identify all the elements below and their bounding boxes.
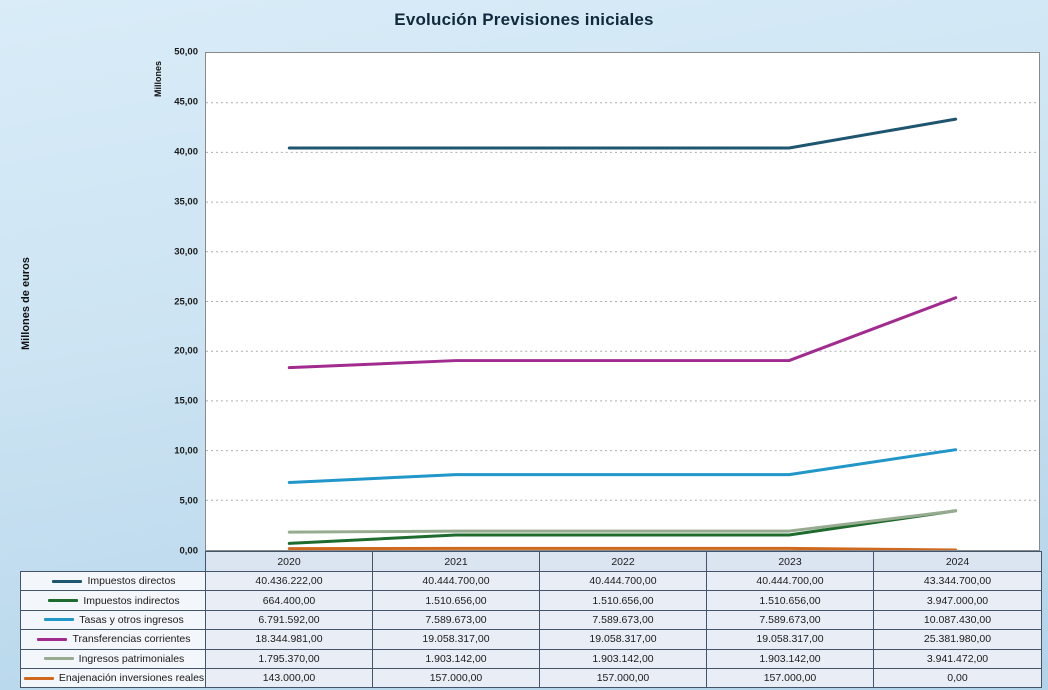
table-row: Transferencias corrientes 18.344.981,00 19… [21, 630, 1041, 650]
table-cell-value: 7.589.673,00 [540, 610, 707, 631]
table-year-header-row: 2020 2021 2022 2023 2024 [205, 551, 1042, 571]
legend-swatch [23, 676, 54, 680]
year-header-cell: 2020 [206, 552, 373, 571]
table-cell-value: 25.381.980,00 [874, 630, 1041, 650]
year-header-cell: 2023 [707, 552, 874, 571]
series-line-transferencias-corrientes [287, 296, 958, 370]
series-line-enajenacion-inversiones-reales [287, 546, 958, 550]
table-cell-value: 3.941.472,00 [874, 649, 1041, 669]
legend-swatch [37, 637, 68, 641]
legend-cell: Tasas y otros ingresos [21, 610, 206, 631]
legend-label: Ingresos patrimoniales [78, 652, 185, 665]
table-cell-value: 7.589.673,00 [373, 610, 540, 631]
y-axis-title: Millones de euros [20, 257, 32, 351]
table-row: Ingresos patrimoniales 1.795.370,00 1.903.… [21, 649, 1041, 669]
table-cell-value: 43.344.700,00 [874, 572, 1041, 592]
chart-title: Evolución Previsiones iniciales [394, 10, 654, 29]
table-cell-value: 40.444.700,00 [540, 572, 707, 592]
table-cell-value: 40.436.222,00 [206, 572, 373, 592]
legend-label: Enajenación inversiones reales [58, 672, 205, 685]
legend-label: Impuestos directos [87, 575, 176, 588]
y-tick-label: 15,00 [174, 395, 198, 407]
table-cell-value: 18.344.981,00 [206, 630, 373, 650]
table-row: Impuestos directos 40.436.222,00 40.444.70… [21, 572, 1041, 592]
table-cell-value: 19.058.317,00 [707, 630, 874, 650]
legend-swatch [43, 657, 74, 661]
y-tick-label: 0,00 [179, 545, 199, 557]
table-row: Impuestos indirectos 664.400,00 1.510.656,… [21, 591, 1041, 611]
series-line-impuestos-indirectos [287, 509, 958, 545]
year-header-cell: 2021 [373, 552, 540, 571]
chart-svg [206, 102, 1039, 550]
table-cell-value: 157.000,00 [540, 668, 707, 689]
table-cell-value: 19.058.317,00 [373, 630, 540, 650]
table-cell-value: 40.444.700,00 [373, 572, 540, 592]
y-tick-label: 40,00 [174, 146, 198, 158]
series-line-tasas-y-otros-ingresos [287, 448, 958, 484]
table-cell-value: 664.400,00 [206, 591, 373, 611]
y-tick-label: 50,00 [174, 46, 198, 58]
y-tick-label: 20,00 [174, 345, 198, 357]
year-header-cell: 2024 [945, 555, 970, 568]
y-tick-label: 35,00 [174, 196, 198, 208]
y-tick-label: 5,00 [179, 495, 199, 507]
plot-area [205, 52, 1040, 551]
series-line-impuestos-directos [287, 117, 958, 150]
table-cell-value: 0,00 [874, 668, 1041, 689]
legend-swatch [44, 618, 75, 622]
y-tick-label: 25,00 [174, 296, 198, 307]
legend-swatch [48, 599, 79, 603]
y-tick-label: 45,00 [174, 96, 198, 108]
legend-label: Impuestos indirectos [83, 594, 180, 607]
table-cell-value: 1.510.656,00 [540, 591, 707, 611]
table-cell-value: 143.000,00 [206, 668, 373, 689]
table-row: Tasas y otros ingresos 6.791.592,00 7.589.… [21, 610, 1041, 631]
y-axis-ticks: 0,00 5,00 10,00 15,00 20,00 25,00 30,00 35,00 40… [148, 47, 202, 557]
table-cell-value: 1.510.656,00 [373, 591, 540, 611]
legend-cell: Impuestos indirectos [21, 591, 206, 611]
table-cell-value: 10.087.430,00 [874, 610, 1041, 631]
table-cell-value: 40.444.700,00 [707, 572, 874, 592]
legend-label: Tasas y otros ingresos [79, 613, 184, 626]
table-cell-value: 3.947.000,00 [874, 591, 1041, 611]
table-cell-value: 1.903.142,00 [373, 649, 540, 669]
legend-cell: Ingresos patrimoniales [21, 649, 206, 669]
legend-cell: Impuestos directos [21, 572, 206, 592]
table-cell-value: 157.000,00 [373, 668, 540, 689]
legend-cell: Transferencias corrientes [21, 630, 206, 650]
legend-label: Transferencias corrientes [72, 633, 191, 646]
y-tick-label: 30,00 [174, 246, 198, 258]
table-cell-value: 1.795.370,00 [206, 649, 373, 669]
table-cell-value: 19.058.317,00 [540, 630, 707, 650]
data-table: Impuestos directos 40.436.222,00 40.444.70… [20, 571, 1042, 689]
table-row: Enajenación inversiones reales 143.000,00… [21, 668, 1041, 689]
legend-swatch [52, 579, 83, 583]
table-cell-value: 1.903.142,00 [540, 649, 707, 669]
table-cell-value: 6.791.592,00 [206, 610, 373, 631]
series-line-ingresos-patrimoniales [287, 509, 958, 534]
table-cell-value: 1.510.656,00 [707, 591, 874, 611]
y-tick-label: 10,00 [174, 445, 198, 457]
year-header-cell: 2022 [540, 552, 707, 571]
table-cell-value: 1.903.142,00 [707, 649, 874, 669]
legend-cell: Enajenación inversiones reales [21, 668, 206, 689]
table-cell-value: 157.000,00 [707, 668, 874, 689]
table-cell-value: 7.589.673,00 [707, 610, 874, 631]
